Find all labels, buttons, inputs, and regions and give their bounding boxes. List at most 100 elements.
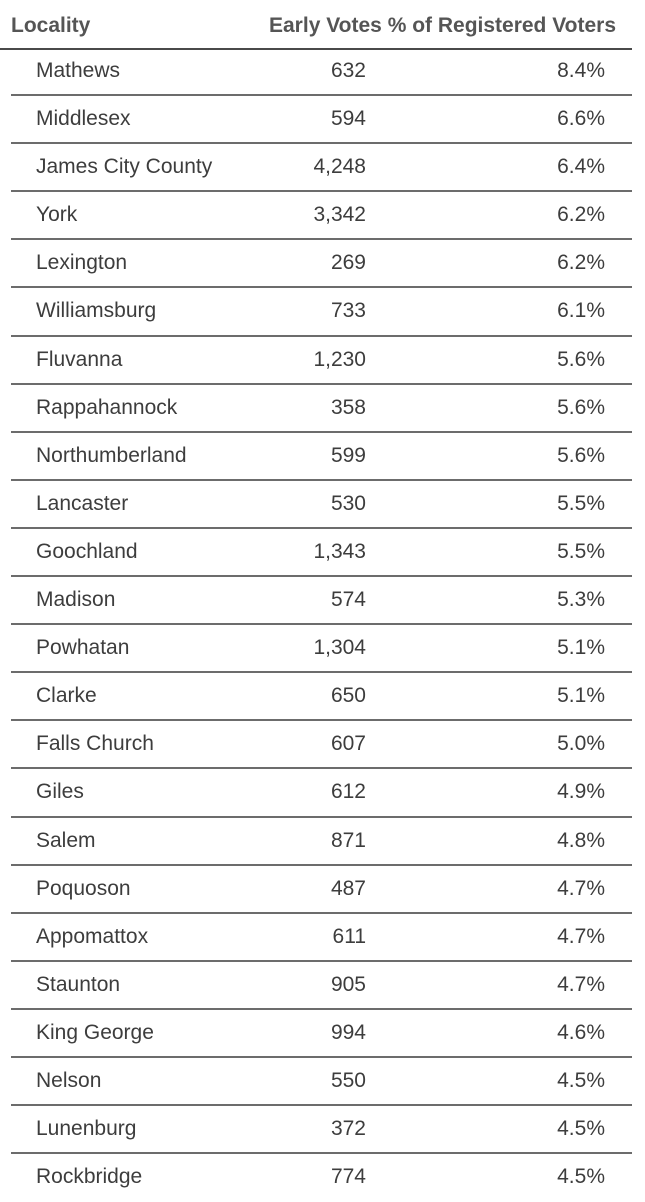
early-votes-cell: 994 <box>330 1020 366 1044</box>
table-row: Mathews 632 8.4% <box>11 48 632 97</box>
table-row: Rappahannock 358 5.6% <box>11 385 632 433</box>
early-votes-cell: 4,248 <box>313 155 366 179</box>
locality-cell: Lancaster <box>36 491 129 515</box>
early-votes-cell: 905 <box>330 972 366 996</box>
pct-registered-cell: 5.6% <box>557 347 605 371</box>
early-votes-cell: 372 <box>330 1117 366 1141</box>
table-row: Lexington 269 6.2% <box>11 240 632 289</box>
early-votes-cell: 358 <box>330 395 366 419</box>
early-votes-cell: 650 <box>330 684 366 708</box>
locality-cell: Rockbridge <box>36 1165 143 1189</box>
locality-cell: King George <box>36 1020 154 1044</box>
table-row: Poquoson 487 4.7% <box>11 866 632 914</box>
pct-registered-cell: 6.2% <box>557 203 605 227</box>
table-row: Lancaster 530 5.5% <box>11 481 632 529</box>
locality-cell: Powhatan <box>36 636 130 660</box>
early-votes-cell: 1,230 <box>313 347 366 371</box>
early-votes-cell: 1,343 <box>313 539 366 563</box>
locality-cell: Appomattox <box>36 924 149 948</box>
pct-registered-cell: 4.6% <box>557 1020 605 1044</box>
table-row: Middlesex 594 6.6% <box>11 96 632 145</box>
column-header-early-votes-pct: Early Votes % of Registered Voters <box>269 14 616 38</box>
pct-registered-cell: 5.5% <box>557 539 605 563</box>
early-votes-cell: 530 <box>330 491 366 515</box>
table-body: Mathews 632 8.4% Middlesex 594 6.6% James City… <box>11 48 632 1202</box>
pct-registered-cell: 4.7% <box>557 924 605 948</box>
pct-registered-cell: 5.6% <box>557 443 605 467</box>
column-header-early-votes: Early Votes <box>269 14 382 37</box>
early-votes-cell: 574 <box>330 588 366 612</box>
pct-registered-cell: 5.1% <box>557 684 605 708</box>
table-row: Madison 574 5.3% <box>11 577 632 626</box>
table-row: Giles 612 4.9% <box>11 769 632 818</box>
pct-registered-cell: 4.7% <box>557 972 605 996</box>
table-row: Staunton 905 4.7% <box>11 962 632 1010</box>
locality-cell: Poquoson <box>36 876 131 900</box>
pct-registered-cell: 4.8% <box>557 828 605 852</box>
pct-registered-cell: 5.5% <box>557 491 605 515</box>
table-row: Powhatan 1,304 5.1% <box>11 625 632 674</box>
pct-registered-cell: 5.3% <box>557 588 605 612</box>
column-header-pct-registered: % of Registered Voters <box>387 14 617 37</box>
locality-cell: Staunton <box>36 972 121 996</box>
locality-cell: York <box>36 203 78 227</box>
pct-registered-cell: 6.4% <box>557 155 605 179</box>
locality-cell: Northumberland <box>36 443 187 467</box>
locality-cell: Mathews <box>36 59 121 82</box>
early-votes-cell: 1,304 <box>313 636 366 660</box>
early-votes-cell: 632 <box>330 59 366 82</box>
pct-registered-cell: 6.6% <box>557 107 605 131</box>
table-row: Goochland 1,343 5.5% <box>11 529 632 578</box>
pct-registered-cell: 5.1% <box>557 636 605 660</box>
locality-cell: Clarke <box>36 684 97 708</box>
table-row: Salem 871 4.8% <box>11 818 632 866</box>
early-votes-cell: 871 <box>330 828 366 852</box>
early-votes-cell: 550 <box>330 1068 366 1092</box>
table-header: Locality Early Votes % of Registered Vot… <box>0 0 632 50</box>
pct-registered-cell: 6.1% <box>557 299 605 323</box>
locality-cell: Middlesex <box>36 107 131 131</box>
locality-cell: Lunenburg <box>36 1117 137 1141</box>
table-row: James City County 4,248 6.4% <box>11 144 632 193</box>
early-votes-cell: 774 <box>330 1165 366 1189</box>
table-row: Falls Church 607 5.0% <box>11 721 632 770</box>
locality-cell: Madison <box>36 588 116 612</box>
table-row: Rockbridge 774 4.5% <box>11 1154 632 1202</box>
table-row: Clarke 650 5.1% <box>11 673 632 722</box>
early-votes-cell: 733 <box>330 299 366 323</box>
early-votes-cell: 611 <box>332 924 366 948</box>
locality-cell: Lexington <box>36 251 128 275</box>
locality-cell: Nelson <box>36 1068 102 1092</box>
early-votes-cell: 269 <box>330 251 366 275</box>
table-row: Nelson 550 4.5% <box>11 1058 632 1107</box>
pct-registered-cell: 5.6% <box>557 395 605 419</box>
early-votes-cell: 599 <box>330 443 366 467</box>
table-row: Appomattox 611 4.7% <box>11 914 632 962</box>
pct-registered-cell: 4.5% <box>557 1068 605 1092</box>
pct-registered-cell: 4.5% <box>557 1117 605 1141</box>
early-votes-cell: 612 <box>330 780 366 804</box>
table-row: Fluvanna 1,230 5.6% <box>11 337 632 385</box>
pct-registered-cell: 4.5% <box>557 1165 605 1189</box>
table-row: Williamsburg 733 6.1% <box>11 288 632 337</box>
table-row: York 3,342 6.2% <box>11 192 632 241</box>
locality-cell: Salem <box>36 828 96 852</box>
locality-cell: Williamsburg <box>36 299 157 323</box>
table-row: Lunenburg 372 4.5% <box>11 1106 632 1155</box>
locality-cell: Rappahannock <box>36 395 178 419</box>
locality-cell: James City County <box>36 155 213 179</box>
early-votes-cell: 594 <box>330 107 366 131</box>
early-votes-cell: 607 <box>330 732 366 756</box>
table-row: Northumberland 599 5.6% <box>11 433 632 481</box>
pct-registered-cell: 4.9% <box>557 780 605 804</box>
pct-registered-cell: 4.7% <box>557 876 605 900</box>
pct-registered-cell: 8.4% <box>557 59 605 82</box>
locality-cell: Giles <box>36 780 84 804</box>
locality-cell: Fluvanna <box>36 347 123 371</box>
early-votes-cell: 487 <box>330 876 366 900</box>
locality-cell: Falls Church <box>36 732 154 756</box>
pct-registered-cell: 5.0% <box>557 732 605 756</box>
pct-registered-cell: 6.2% <box>557 251 605 275</box>
column-header-locality: Locality <box>11 14 91 37</box>
